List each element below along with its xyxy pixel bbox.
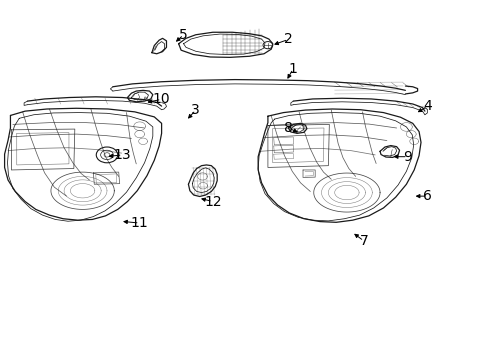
Text: 13: 13	[114, 148, 131, 162]
Text: 1: 1	[288, 62, 297, 76]
Text: 12: 12	[203, 194, 221, 208]
Text: 9: 9	[403, 150, 411, 164]
Text: 7: 7	[359, 234, 367, 248]
Text: 2: 2	[284, 32, 292, 46]
Text: 8: 8	[284, 121, 292, 135]
Text: 11: 11	[130, 216, 148, 230]
Text: 6: 6	[422, 189, 431, 203]
Text: 5: 5	[179, 28, 187, 42]
Text: 4: 4	[422, 99, 431, 113]
Text: 10: 10	[152, 92, 170, 106]
Text: 3: 3	[191, 103, 200, 117]
